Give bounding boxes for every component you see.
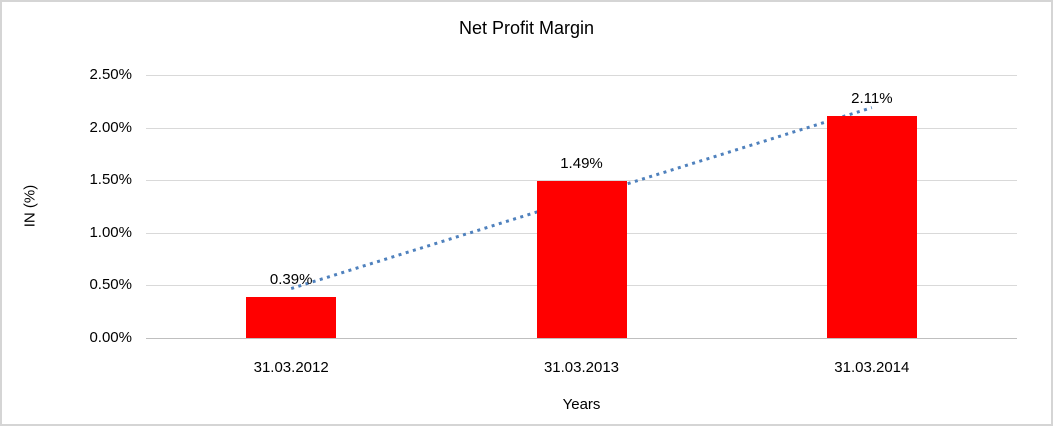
bar-data-label: 0.39% — [269, 270, 313, 288]
y-tick-label: 1.50% — [89, 171, 132, 189]
x-tick-label: 31.03.2014 — [834, 359, 910, 376]
bar — [536, 181, 627, 338]
x-tick-label: 31.03.2013 — [543, 359, 620, 376]
y-tick-label: 0.50% — [89, 276, 132, 294]
x-tick-label: 31.03.2012 — [253, 359, 329, 376]
gridline — [146, 75, 1017, 76]
bar-data-label: 1.49% — [560, 155, 603, 173]
y-tick-label: 1.00% — [89, 223, 132, 241]
chart-title: Net Profit Margin — [458, 18, 595, 38]
y-tick-label: 2.50% — [89, 66, 132, 83]
y-tick-label: 0.00% — [89, 329, 132, 346]
bar — [826, 116, 917, 338]
bar-data-label: 2.11% — [851, 90, 893, 108]
y-tick-label: 2.00% — [89, 118, 132, 136]
y-axis-title: IN (%) — [21, 184, 39, 228]
bar — [246, 296, 337, 338]
x-axis-title: Years — [562, 396, 601, 413]
x-axis-line — [146, 338, 1017, 339]
